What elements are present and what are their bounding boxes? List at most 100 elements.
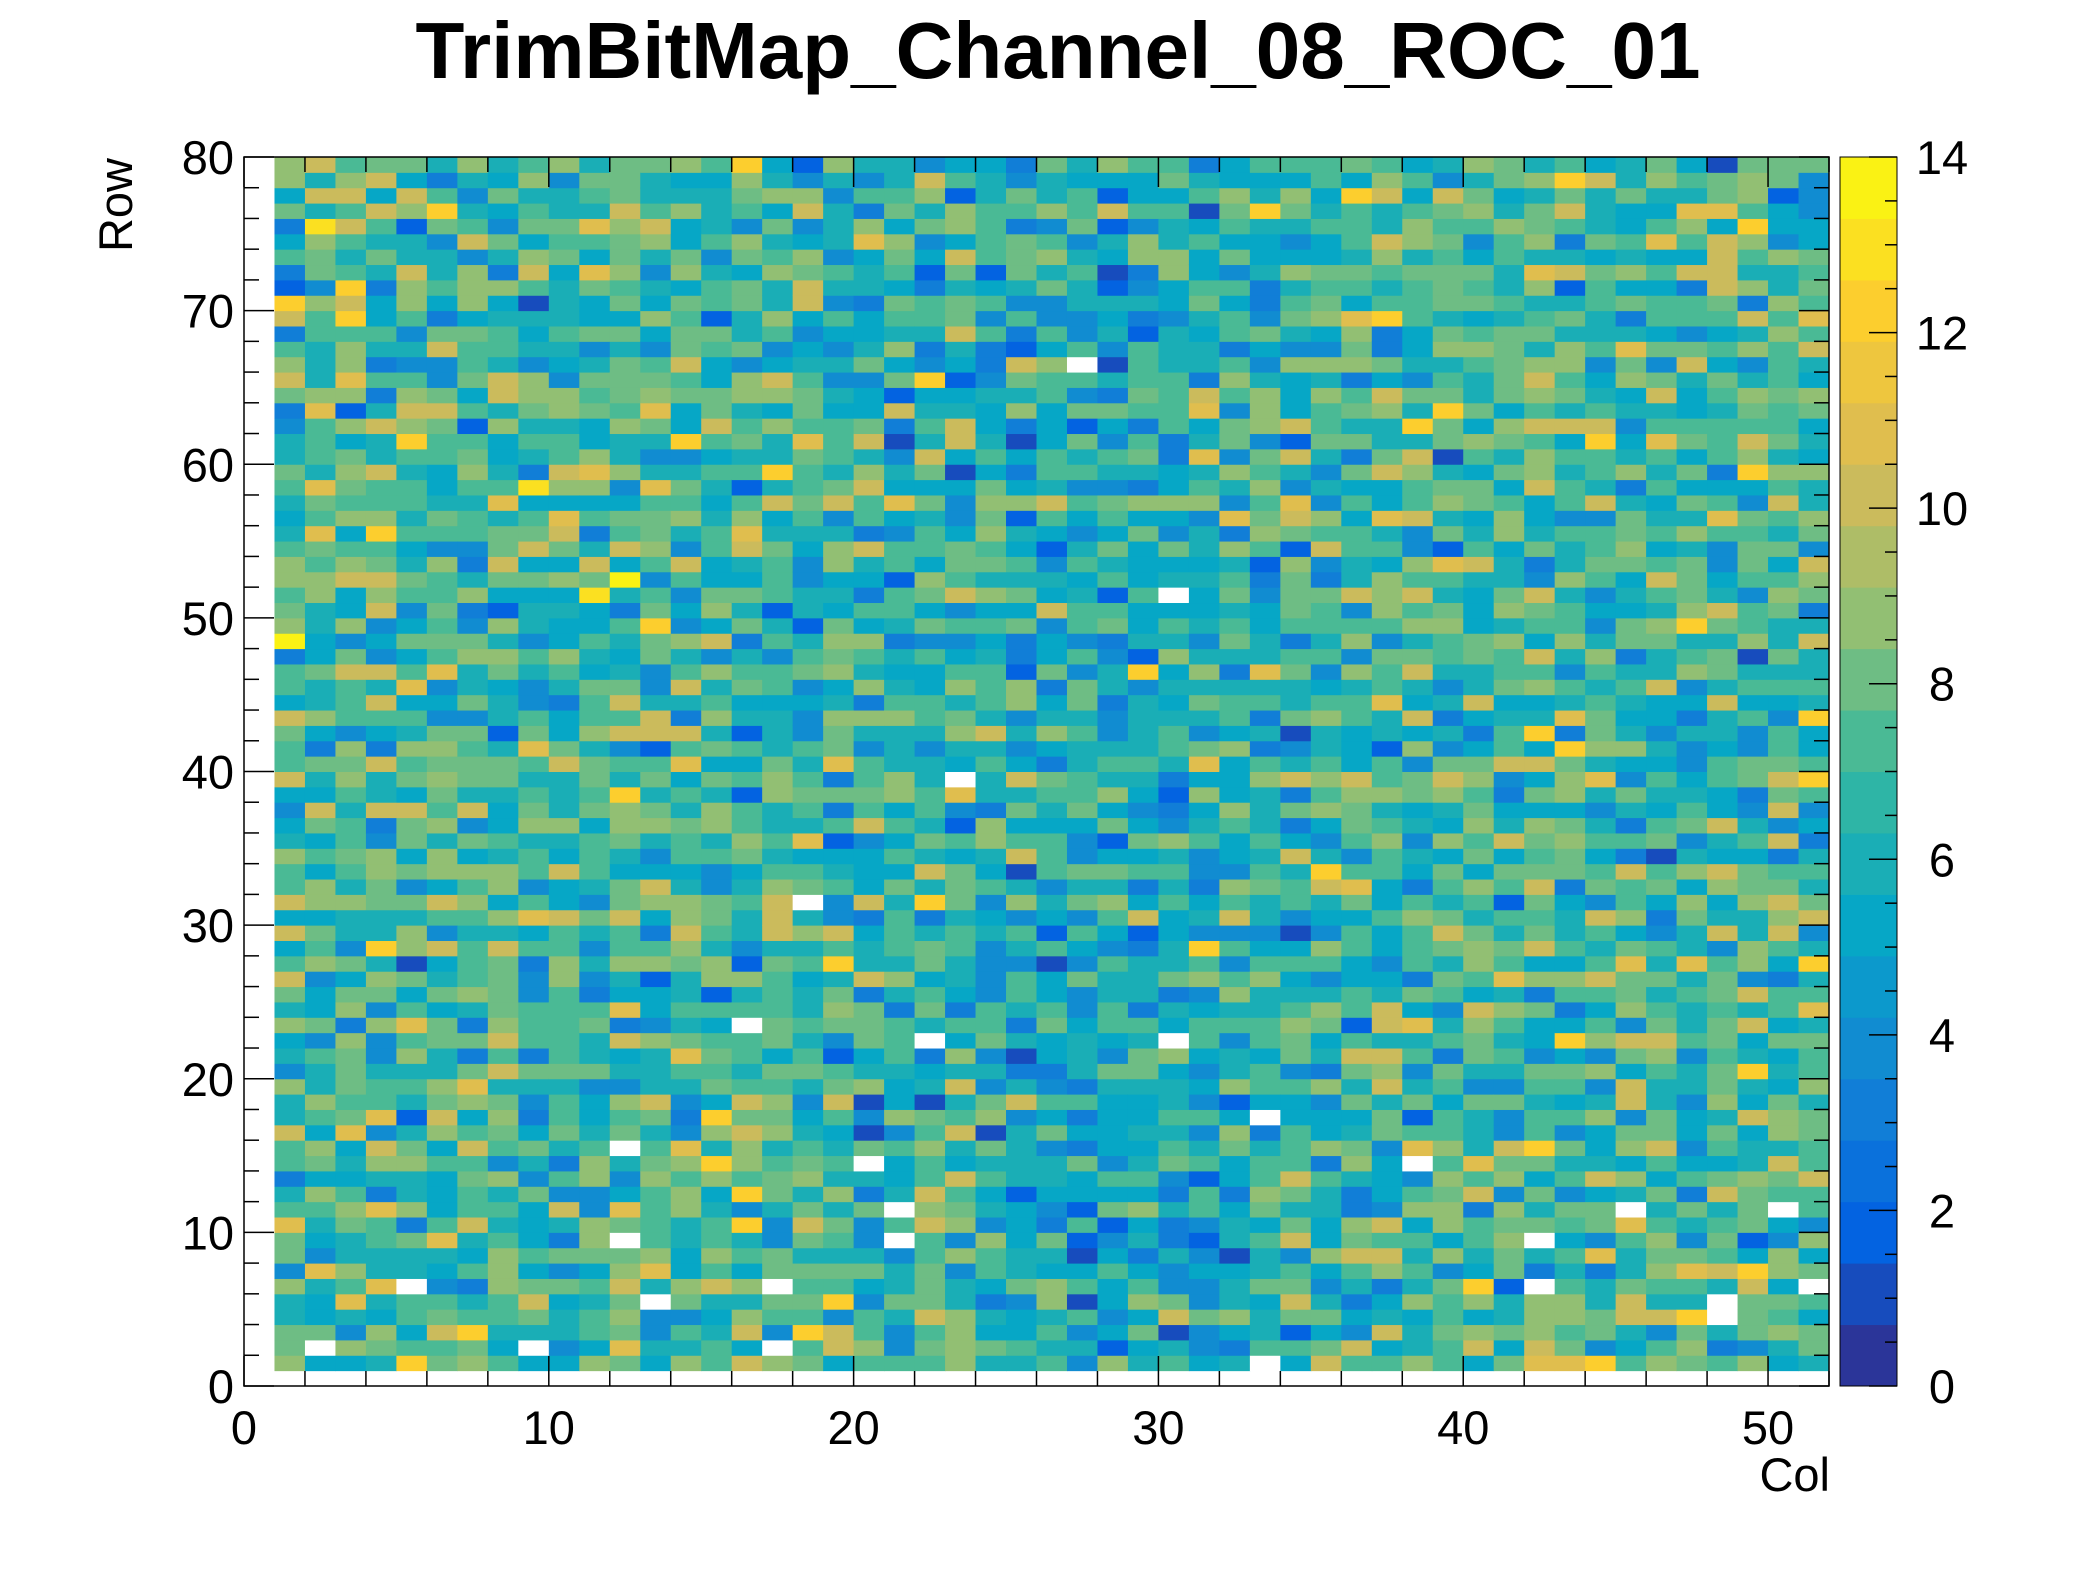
heatmap-cell (1006, 1109, 1037, 1126)
heatmap-cell (1554, 986, 1586, 1003)
heatmap-cell (975, 1263, 1007, 1279)
heatmap-cell (1768, 832, 1800, 849)
heatmap-cell (1615, 786, 1647, 803)
heatmap-cell (1066, 433, 1098, 450)
heatmap-cell (335, 786, 367, 803)
heatmap-cell (1219, 1217, 1251, 1233)
heatmap-cell (1493, 372, 1525, 388)
heatmap-cell (975, 1247, 1007, 1264)
heatmap-cell (1188, 832, 1220, 849)
heatmap-cell (884, 510, 916, 527)
heatmap-cell (1615, 433, 1647, 450)
heatmap-cell (1463, 249, 1495, 266)
heatmap-cell (762, 264, 794, 281)
heatmap-cell (884, 418, 916, 435)
heatmap-cell (670, 433, 702, 450)
heatmap-cell (1341, 1217, 1373, 1233)
heatmap-cell (823, 264, 855, 281)
heatmap-cell (884, 1001, 916, 1018)
heatmap-cell (853, 1001, 885, 1018)
heatmap-cell (1371, 1278, 1403, 1295)
heatmap-cell (396, 1278, 428, 1295)
heatmap-cell (1097, 402, 1129, 419)
heatmap-cell (487, 1339, 519, 1356)
heatmap-cell (762, 341, 794, 358)
heatmap-cell (823, 448, 855, 465)
heatmap-cell (1524, 1309, 1556, 1326)
heatmap-cell (1646, 940, 1678, 957)
heatmap-cell (792, 187, 824, 204)
heatmap-cell (1097, 879, 1129, 895)
heatmap-cell (396, 494, 428, 511)
heatmap-cell (1249, 187, 1281, 204)
heatmap-cell (518, 633, 550, 650)
heatmap-cell (1219, 525, 1251, 542)
heatmap-cell (457, 633, 489, 650)
heatmap-cell (274, 940, 306, 957)
heatmap-cell (274, 1140, 306, 1157)
heatmap-cell (1676, 971, 1708, 988)
heatmap-cell (396, 863, 428, 880)
heatmap-cell (1524, 541, 1556, 557)
heatmap-cell (853, 756, 885, 772)
heatmap-cell (762, 1124, 794, 1141)
heatmap-cell (1585, 448, 1617, 465)
heatmap-cell (335, 756, 367, 772)
heatmap-cell (1280, 233, 1312, 250)
heatmap-cell (579, 602, 611, 619)
heatmap-cell (1127, 1094, 1159, 1110)
heatmap-cell (853, 1063, 885, 1080)
heatmap-cell (579, 725, 611, 742)
heatmap-cell (823, 1078, 855, 1095)
heatmap-cell (1402, 802, 1434, 819)
heatmap-cell (1371, 848, 1403, 865)
heatmap-cell (1371, 264, 1403, 281)
heatmap-cell (1707, 756, 1739, 772)
heatmap-cell (1585, 418, 1617, 435)
heatmap-cell (640, 1078, 672, 1095)
heatmap-cell (426, 264, 458, 281)
heatmap-cell (792, 372, 824, 388)
heatmap-cell (1280, 617, 1312, 634)
heatmap-cell (1646, 387, 1678, 404)
heatmap-cell (640, 1324, 672, 1341)
heatmap-cell (1219, 1278, 1251, 1295)
heatmap-cell (823, 464, 855, 481)
heatmap-cell (1432, 172, 1464, 189)
palette-band (1840, 1324, 1897, 1387)
heatmap-cell (792, 249, 824, 266)
heatmap-cell (1646, 279, 1678, 296)
heatmap-cell (853, 1078, 885, 1095)
heatmap-cell (1676, 1293, 1708, 1310)
heatmap-cell (1127, 402, 1159, 419)
heatmap-cell (1341, 325, 1373, 342)
heatmap-cell (640, 525, 672, 542)
heatmap-cell (518, 494, 550, 511)
heatmap-cell (1249, 356, 1281, 373)
heatmap-cell (1402, 725, 1434, 742)
heatmap-cell (1341, 1032, 1373, 1049)
heatmap-cell (701, 1309, 733, 1326)
heatmap-cell (1371, 541, 1403, 557)
heatmap-cell (396, 1017, 428, 1034)
heatmap-cell (762, 1078, 794, 1095)
heatmap-cell (426, 1017, 458, 1034)
heatmap-cell (1768, 909, 1800, 926)
heatmap-cell (884, 617, 916, 634)
heatmap-cell (1402, 187, 1434, 204)
heatmap-cell (426, 494, 458, 511)
heatmap-cell (396, 1063, 428, 1080)
heatmap-cell (945, 802, 977, 819)
heatmap-cell (1371, 648, 1403, 665)
heatmap-cell (1219, 786, 1251, 803)
heatmap-cell (1249, 925, 1281, 941)
heatmap-cell (457, 740, 489, 757)
heatmap-cell (1280, 986, 1312, 1003)
heatmap-cell (1036, 1278, 1068, 1295)
heatmap-cell (579, 771, 611, 788)
heatmap-cell (1554, 218, 1586, 235)
heatmap-cell (1341, 879, 1373, 895)
heatmap-cell (1402, 1109, 1434, 1126)
heatmap-cell (1707, 633, 1739, 650)
